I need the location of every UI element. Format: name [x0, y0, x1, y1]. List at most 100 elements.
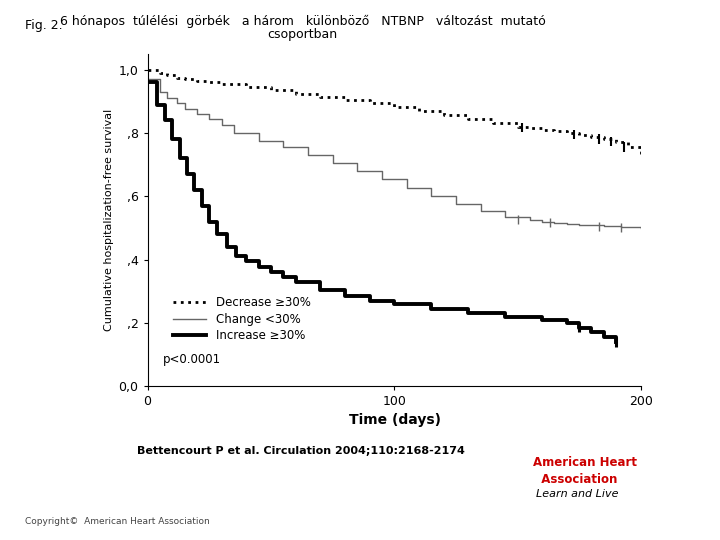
Change <30%	[587, 222, 595, 228]
Increase ≥30%	[538, 316, 546, 323]
Change <30%	[143, 76, 152, 83]
Change <30%	[156, 89, 164, 95]
Change <30%	[180, 106, 189, 113]
Change <30%	[328, 160, 337, 166]
Decrease ≥30%	[513, 124, 522, 130]
Line: Decrease ≥30%: Decrease ≥30%	[148, 70, 641, 155]
Increase ≥30%	[143, 79, 152, 86]
Change <30%	[476, 207, 485, 214]
Decrease ≥30%	[575, 131, 583, 138]
Increase ≥30%	[168, 136, 176, 143]
Change <30%	[192, 111, 201, 117]
Increase ≥30%	[316, 286, 325, 293]
Change <30%	[562, 221, 571, 227]
Increase ≥30%	[176, 155, 184, 161]
Decrease ≥30%	[390, 104, 398, 110]
Change <30%	[230, 130, 238, 136]
Increase ≥30%	[612, 339, 621, 345]
Increase ≥30%	[291, 279, 300, 285]
Increase ≥30%	[222, 244, 231, 250]
Decrease ≥30%	[242, 84, 251, 91]
Text: csoportban: csoportban	[267, 28, 338, 41]
Decrease ≥30%	[192, 78, 201, 84]
Change <30%	[377, 176, 386, 182]
Decrease ≥30%	[291, 90, 300, 97]
Change <30%	[279, 144, 287, 151]
Line: Increase ≥30%: Increase ≥30%	[148, 83, 616, 342]
Increase ≥30%	[190, 187, 199, 193]
Increase ≥30%	[587, 329, 595, 335]
Decrease ≥30%	[415, 107, 423, 114]
Change <30%	[538, 218, 546, 225]
Increase ≥30%	[161, 117, 169, 124]
Decrease ≥30%	[439, 111, 448, 118]
Change <30%	[304, 152, 312, 158]
Change <30%	[451, 201, 460, 207]
Increase ≥30%	[427, 306, 436, 312]
Increase ≥30%	[242, 258, 251, 265]
Increase ≥30%	[365, 298, 374, 304]
Decrease ≥30%	[526, 125, 534, 132]
Decrease ≥30%	[538, 127, 546, 133]
Decrease ≥30%	[612, 139, 621, 145]
Decrease ≥30%	[316, 93, 325, 100]
Change <30%	[427, 193, 436, 200]
Legend: Decrease ≥30%, Change <30%, Increase ≥30%: Decrease ≥30%, Change <30%, Increase ≥30…	[168, 292, 315, 347]
Decrease ≥30%	[180, 76, 189, 83]
Increase ≥30%	[212, 231, 221, 238]
Text: 6 hónapos  túlélési  görbék   a három   különböző   NTBNP   változást  mutató: 6 hónapos túlélési görbék a három különb…	[60, 15, 545, 28]
Change <30%	[617, 224, 626, 231]
Text: Learn and Live: Learn and Live	[536, 489, 619, 499]
Increase ≥30%	[562, 320, 571, 326]
Increase ≥30%	[600, 334, 608, 340]
Text: p<0.0001: p<0.0001	[163, 353, 220, 366]
Increase ≥30%	[464, 309, 472, 316]
Change <30%	[173, 100, 181, 106]
Decrease ≥30%	[341, 97, 349, 103]
Change <30%	[501, 214, 510, 220]
Decrease ≥30%	[624, 144, 633, 151]
Decrease ≥30%	[205, 79, 214, 86]
Line: Change <30%: Change <30%	[148, 79, 641, 228]
Decrease ≥30%	[217, 81, 226, 87]
Change <30%	[402, 185, 411, 192]
Decrease ≥30%	[266, 87, 275, 93]
Text: Fig. 2.: Fig. 2.	[25, 19, 63, 32]
Increase ≥30%	[232, 253, 240, 260]
Change <30%	[575, 221, 583, 228]
Text: Copyright©  American Heart Association: Copyright© American Heart Association	[25, 517, 210, 526]
Decrease ≥30%	[173, 75, 181, 81]
Decrease ≥30%	[636, 152, 645, 158]
Increase ≥30%	[279, 274, 287, 280]
Increase ≥30%	[501, 313, 510, 320]
Change <30%	[550, 220, 559, 226]
Decrease ≥30%	[562, 130, 571, 136]
Increase ≥30%	[266, 269, 275, 275]
Decrease ≥30%	[143, 66, 152, 73]
Change <30%	[205, 116, 214, 122]
Decrease ≥30%	[550, 129, 559, 135]
Increase ≥30%	[575, 325, 583, 331]
Increase ≥30%	[153, 102, 162, 108]
Decrease ≥30%	[587, 133, 595, 140]
Decrease ≥30%	[600, 136, 608, 143]
Change <30%	[600, 223, 608, 230]
Change <30%	[163, 95, 171, 102]
Change <30%	[254, 138, 263, 144]
Increase ≥30%	[197, 202, 206, 209]
Change <30%	[526, 217, 534, 224]
Decrease ≥30%	[163, 71, 171, 78]
Text: American Heart
  Association: American Heart Association	[533, 456, 636, 487]
Text: Time (days): Time (days)	[348, 413, 441, 427]
Text: Bettencourt P et al. Circulation 2004;110:2168-2174: Bettencourt P et al. Circulation 2004;11…	[137, 446, 464, 456]
Decrease ≥30%	[464, 116, 472, 122]
Increase ≥30%	[341, 293, 349, 299]
Increase ≥30%	[254, 264, 263, 271]
Decrease ≥30%	[365, 100, 374, 106]
Increase ≥30%	[205, 218, 214, 225]
Increase ≥30%	[183, 171, 192, 178]
Change <30%	[217, 122, 226, 129]
Y-axis label: Cumulative hospitalization-free survival: Cumulative hospitalization-free survival	[104, 109, 114, 331]
Decrease ≥30%	[156, 70, 164, 76]
Increase ≥30%	[390, 301, 398, 307]
